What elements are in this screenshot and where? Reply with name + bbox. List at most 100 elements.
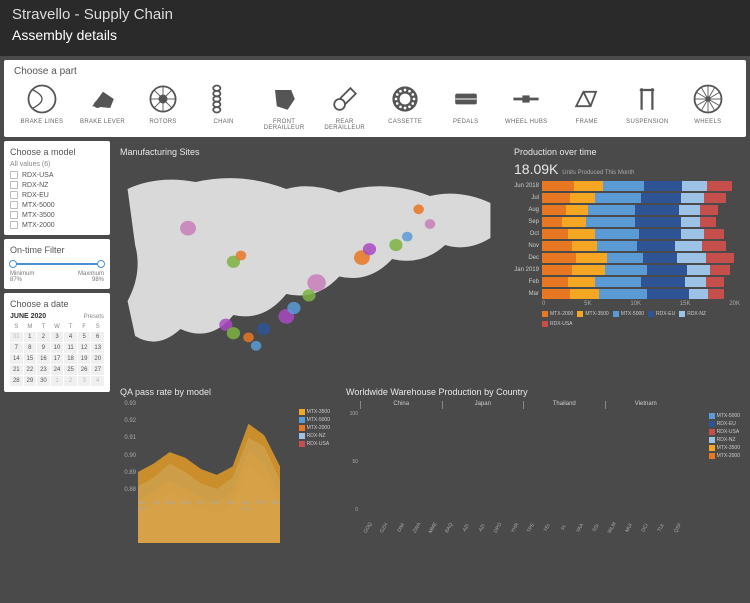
bar-segment[interactable] [641, 277, 685, 287]
cal-day[interactable]: 1 [24, 332, 37, 342]
production-bars[interactable]: Jun 2018JulAugSepOctNovDecJan 2019FebMar [514, 181, 740, 299]
legend-item[interactable]: MTX-2000 [709, 453, 740, 459]
slider-min-knob[interactable] [9, 260, 17, 268]
bar-segment[interactable] [542, 181, 574, 191]
cal-day[interactable]: 3 [51, 332, 64, 342]
checkbox-icon[interactable] [10, 171, 18, 179]
bar-segment[interactable] [687, 265, 711, 275]
cal-day[interactable]: 3 [78, 376, 91, 386]
part-rear-derailleur[interactable]: REAR DERAILLEUR [317, 81, 373, 131]
cal-day[interactable]: 5 [78, 332, 91, 342]
bar-segment[interactable] [542, 253, 576, 263]
bar-segment[interactable] [706, 277, 724, 287]
cal-day[interactable]: 23 [37, 365, 50, 375]
bar-segment[interactable] [635, 205, 679, 215]
bar-segment[interactable] [647, 265, 687, 275]
bar-segment[interactable] [682, 181, 708, 191]
bar-segment[interactable] [542, 241, 572, 251]
bar-segment[interactable] [599, 289, 647, 299]
bar-segment[interactable] [607, 253, 643, 263]
cal-day[interactable]: 25 [64, 365, 77, 375]
bar-segment[interactable] [700, 205, 718, 215]
bar-segment[interactable] [707, 181, 732, 191]
bar-segment[interactable] [647, 289, 689, 299]
bar-segment[interactable] [595, 229, 639, 239]
bar-segment[interactable] [677, 253, 707, 263]
bar-segment[interactable] [574, 181, 604, 191]
cal-day[interactable]: 2 [64, 376, 77, 386]
bar-segment[interactable] [643, 253, 677, 263]
bar-segment[interactable] [681, 217, 701, 227]
legend-item[interactable]: RDX-EU [709, 421, 740, 427]
slider-max-knob[interactable] [97, 260, 105, 268]
bar-segment[interactable] [570, 289, 600, 299]
bar-segment[interactable] [706, 253, 734, 263]
bar-segment[interactable] [562, 217, 586, 227]
cal-day[interactable]: 4 [64, 332, 77, 342]
bar-segment[interactable] [542, 229, 568, 239]
bar-segment[interactable] [689, 289, 709, 299]
model-item[interactable]: MTX-5000 [10, 201, 104, 209]
part-pedals[interactable]: PEDALS [438, 81, 494, 131]
checkbox-icon[interactable] [10, 201, 18, 209]
cal-day[interactable]: 22 [24, 365, 37, 375]
cal-day[interactable]: 7 [10, 343, 23, 353]
model-filter-all[interactable]: All values (6) [10, 161, 104, 168]
map-visualization[interactable] [120, 161, 498, 371]
cal-day[interactable]: 17 [51, 354, 64, 364]
bar-segment[interactable] [635, 217, 681, 227]
cal-day[interactable]: 14 [10, 354, 23, 364]
bar-segment[interactable] [644, 181, 682, 191]
bar-segment[interactable] [586, 217, 636, 227]
bar-segment[interactable] [576, 253, 608, 263]
bar-segment[interactable] [605, 265, 647, 275]
bar-segment[interactable] [568, 229, 596, 239]
model-item[interactable]: MTX-2000 [10, 221, 104, 229]
cal-day[interactable]: 21 [10, 365, 23, 375]
part-brake-lever[interactable]: BRAKE LEVER [75, 81, 131, 131]
bar-segment[interactable] [702, 241, 726, 251]
cal-day[interactable]: 13 [91, 343, 104, 353]
bar-segment[interactable] [708, 289, 724, 299]
ontime-slider[interactable] [12, 263, 102, 265]
model-item[interactable]: RDX-EU [10, 191, 104, 199]
bar-segment[interactable] [639, 229, 681, 239]
part-wheel-hubs[interactable]: WHEEL HUBS [498, 81, 554, 131]
cal-day[interactable]: 4 [91, 376, 104, 386]
part-frame[interactable]: FRAME [559, 81, 615, 131]
cal-day[interactable]: 18 [64, 354, 77, 364]
legend-item[interactable]: RDX-NZ [299, 433, 330, 439]
legend-item[interactable]: MTX-5000 [613, 311, 644, 317]
bar-segment[interactable] [681, 229, 705, 239]
cal-day[interactable]: 27 [91, 365, 104, 375]
cal-day[interactable]: 30 [37, 376, 50, 386]
bar-segment[interactable] [681, 193, 705, 203]
legend-item[interactable]: MTX-2000 [299, 425, 330, 431]
part-cassette[interactable]: CASSETTE [377, 81, 433, 131]
model-item[interactable]: MTX-3500 [10, 211, 104, 219]
checkbox-icon[interactable] [10, 211, 18, 219]
bar-segment[interactable] [595, 277, 641, 287]
legend-item[interactable]: MTX-5000 [299, 417, 330, 423]
bar-segment[interactable] [700, 217, 716, 227]
checkbox-icon[interactable] [10, 191, 18, 199]
cal-day[interactable]: 29 [24, 376, 37, 386]
bar-segment[interactable] [603, 181, 644, 191]
cal-day[interactable]: 2 [37, 332, 50, 342]
cal-day[interactable]: 16 [37, 354, 50, 364]
part-wheels[interactable]: WHEELS [680, 81, 736, 131]
bar-segment[interactable] [542, 217, 562, 227]
cal-day[interactable]: 6 [91, 332, 104, 342]
bar-segment[interactable] [675, 241, 703, 251]
ww-chart[interactable]: ChinaJapanThailandVietnam 100500 GOQGZHD… [346, 401, 740, 531]
bar-segment[interactable] [568, 277, 596, 287]
cal-day[interactable]: 20 [91, 354, 104, 364]
model-item[interactable]: RDX-NZ [10, 181, 104, 189]
bar-segment[interactable] [542, 277, 568, 287]
cal-day[interactable]: 15 [24, 354, 37, 364]
bar-segment[interactable] [595, 193, 641, 203]
bar-segment[interactable] [685, 277, 707, 287]
presets-link[interactable]: Presets [84, 314, 104, 320]
part-front-derailleur[interactable]: FRONT DERAILLEUR [256, 81, 312, 131]
bar-segment[interactable] [572, 265, 606, 275]
